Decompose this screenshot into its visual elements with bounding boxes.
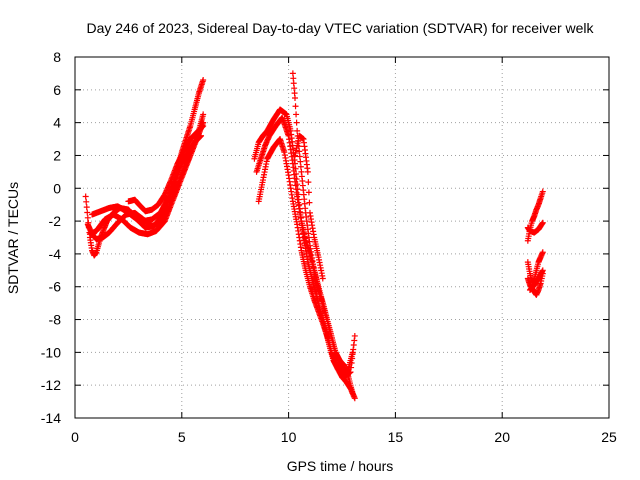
y-tick-label: -6	[49, 279, 62, 295]
data-points	[82, 70, 546, 402]
x-tick-label: 10	[281, 429, 297, 445]
data-point	[200, 76, 207, 83]
y-tick-label: -10	[41, 344, 61, 360]
data-point	[297, 163, 304, 170]
y-axis-label: SDTVAR / TECUs	[5, 182, 21, 294]
data-point	[305, 179, 312, 186]
data-point	[84, 209, 91, 216]
data-point	[83, 204, 90, 211]
series-segment-3e	[526, 267, 546, 294]
data-point	[296, 148, 303, 155]
data-point	[351, 332, 358, 339]
y-tick-label: -8	[49, 312, 62, 328]
data-point	[292, 95, 299, 102]
series-segment-2c	[255, 136, 358, 380]
series-segment-3b	[524, 219, 546, 236]
data-point	[351, 395, 358, 402]
data-point	[200, 111, 207, 118]
series-segment-3d	[524, 270, 546, 298]
data-point	[82, 193, 89, 200]
data-point	[294, 127, 301, 134]
series-segment-3a	[524, 188, 546, 244]
data-point	[319, 275, 326, 282]
data-point	[349, 390, 356, 397]
y-tick-label: 6	[53, 82, 61, 98]
y-tick-label: -12	[41, 377, 61, 393]
data-point	[292, 103, 299, 110]
data-point	[539, 267, 546, 274]
data-point	[296, 153, 303, 160]
y-tick-label: 2	[53, 147, 61, 163]
x-tick-label: 5	[178, 429, 186, 445]
y-tick-label: 0	[53, 180, 61, 196]
x-tick-label: 25	[601, 429, 617, 445]
series-segment-1d	[89, 132, 205, 225]
data-point	[539, 249, 546, 256]
y-tick-label: -14	[41, 410, 61, 426]
y-tick-label: 4	[53, 115, 61, 131]
data-point	[293, 111, 300, 118]
series-segment-2d	[289, 70, 356, 397]
x-tick-label: 20	[494, 429, 510, 445]
data-point	[305, 189, 312, 196]
data-point	[198, 132, 205, 139]
data-point	[200, 122, 207, 129]
x-axis-label: GPS time / hours	[287, 458, 394, 474]
data-point	[539, 219, 546, 226]
axis-ticks: 0 5 10 15 20 25 -14 -12 -10 -8 -6 -4 -2 0 2 4 6 8	[41, 49, 617, 445]
chart-title: Day 246 of 2023, Sidereal Day-to-day VTE…	[86, 20, 594, 36]
series-segment-1c	[86, 119, 207, 238]
data-point	[297, 158, 304, 165]
grid-lines	[75, 57, 609, 418]
data-point	[293, 119, 300, 126]
data-point	[304, 168, 311, 175]
data-point	[539, 188, 546, 195]
y-tick-label: -2	[49, 213, 62, 229]
data-point	[306, 199, 313, 206]
x-tick-label: 0	[71, 429, 79, 445]
x-tick-label: 15	[388, 429, 404, 445]
series-segment-2e	[292, 132, 326, 282]
series-segment-1e	[125, 122, 207, 215]
y-tick-label: 8	[53, 49, 61, 65]
y-tick-label: -4	[49, 246, 62, 262]
plot-frame	[74, 56, 610, 419]
data-point	[83, 198, 90, 205]
